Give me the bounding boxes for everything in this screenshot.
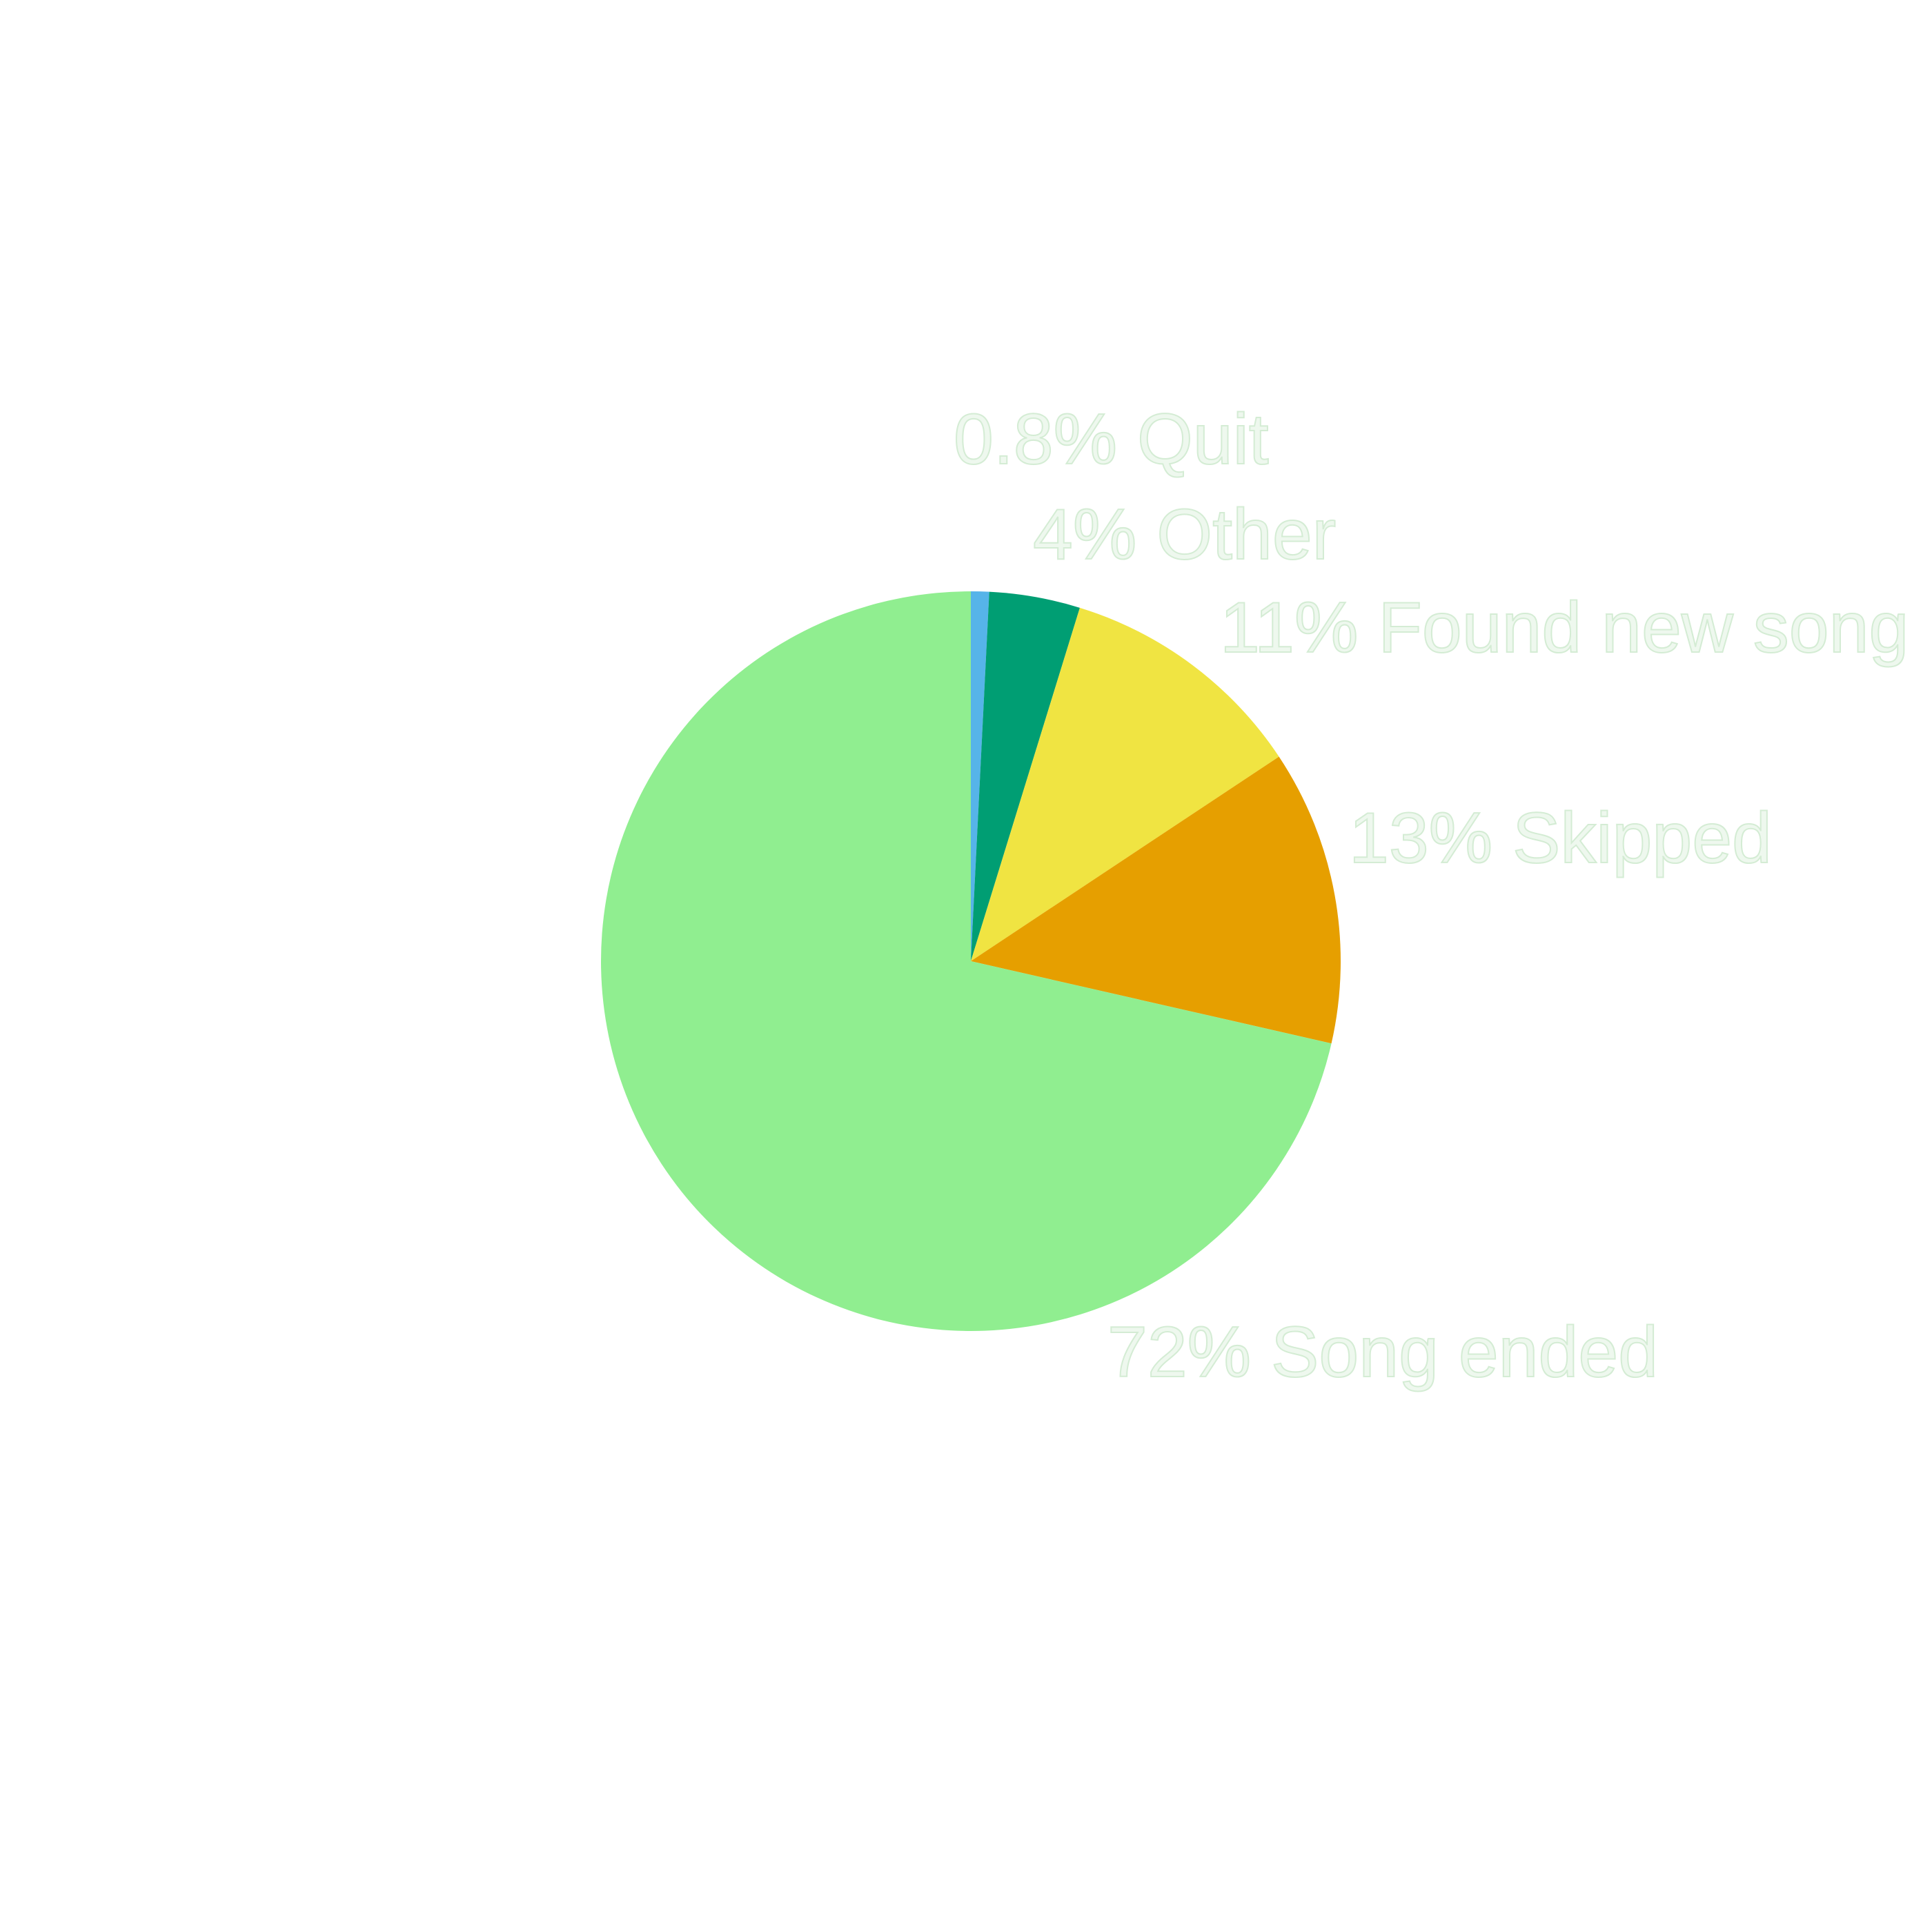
- pie-slices: [601, 591, 1341, 1332]
- pie-labels: 0.8% Quit 4% Other 11% Found new song 13…: [953, 399, 1909, 1393]
- label-quit: 0.8% Quit: [954, 400, 1269, 480]
- pie-slice-quit: [971, 591, 989, 961]
- label-other: 4% Other: [1033, 495, 1336, 575]
- label-song-ended: 72% Song ended: [1107, 1312, 1658, 1392]
- pie-slice-found-new-song: [971, 607, 1279, 961]
- label-found-new-song: 11% Found new song: [1220, 588, 1909, 668]
- pie-slice-other: [971, 591, 1080, 961]
- label-skipped: 13% Skipped: [1349, 798, 1772, 878]
- pie-slice-song-ended: [601, 591, 1332, 1332]
- pie-slice-skipped: [971, 756, 1341, 1044]
